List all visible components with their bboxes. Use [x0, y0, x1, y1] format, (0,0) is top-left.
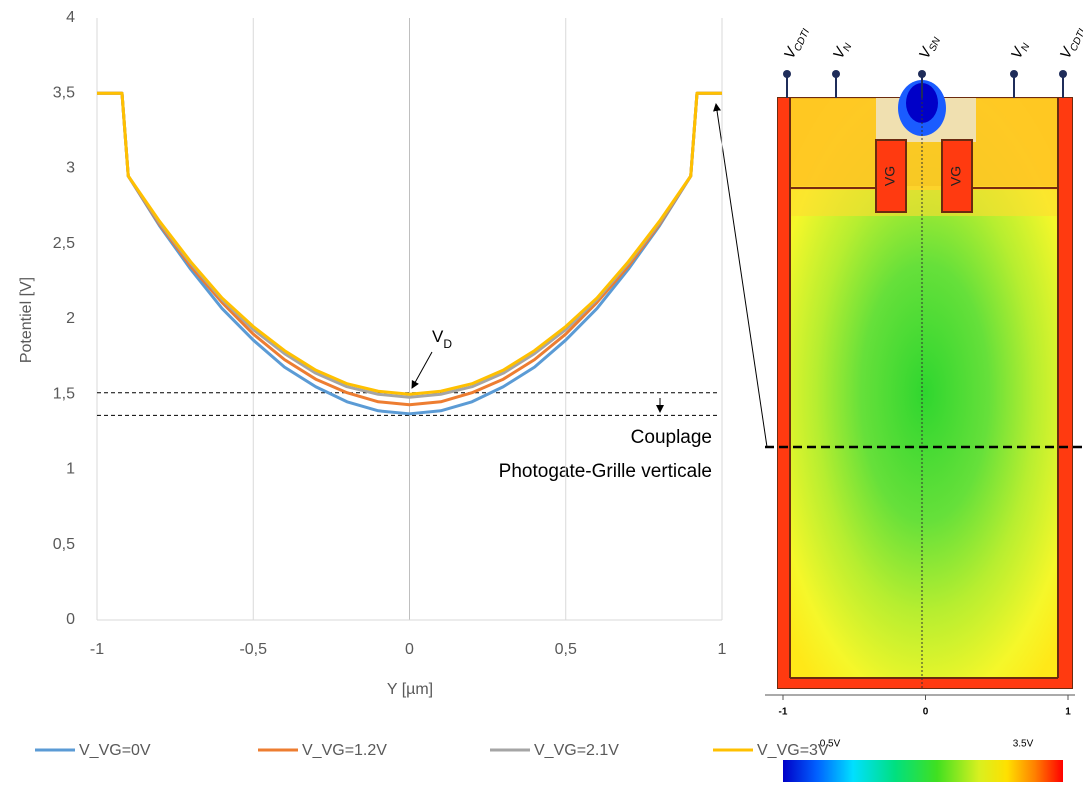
terminal-subscript: SN: [927, 35, 943, 53]
x-tick-label: 1: [718, 641, 727, 658]
annotation-vd: VD: [432, 327, 452, 351]
terminal-label: VN: [830, 38, 855, 62]
terminal-subscript: N: [1019, 41, 1032, 53]
terminal-label: VSN: [916, 32, 943, 62]
y-tick-label: 3,5: [53, 84, 75, 101]
y-tick-label: 4: [66, 9, 75, 26]
legend-label: V_VG=3V: [757, 742, 829, 759]
device-field: [713, 80, 1083, 782]
terminal-dot: [1010, 70, 1018, 78]
annotation-subscript: D: [443, 337, 452, 351]
y-tick-label: 1: [66, 461, 75, 478]
annotation-arrow: [411, 351, 433, 389]
data-line: [97, 91, 722, 396]
x-tick-label: -1: [90, 641, 104, 658]
terminal-subscript: N: [841, 41, 854, 53]
colorbar-min: 0.5V: [820, 739, 841, 750]
x-tick-label: 0: [405, 641, 414, 658]
y-axis-label: Potentiel [V]: [18, 277, 35, 363]
y-tick-label: 1,5: [53, 385, 75, 402]
data-line: [97, 91, 722, 407]
terminal-subscript: CDTI: [1068, 27, 1083, 53]
y-tick-label: 0,5: [53, 536, 75, 553]
terminal-dot: [1059, 70, 1067, 78]
x-axis-label: Y [µm]: [387, 681, 433, 698]
legend-label: V_VG=0V: [79, 742, 151, 759]
annotation-text: Couplage: [631, 427, 712, 448]
colorbar-max: 3.5V: [1013, 739, 1034, 750]
annotation-text: Photogate-Grille verticale: [499, 461, 712, 482]
gate-label: VG: [882, 166, 898, 186]
figure-axis-label: -1: [779, 707, 788, 718]
figure-axis-label: 0: [923, 707, 929, 718]
annotation-text: V: [432, 327, 444, 346]
x-tick-label: -0,5: [239, 641, 267, 658]
legend-label: V_VG=2.1V: [534, 742, 619, 759]
x-tick-label: 0,5: [555, 641, 577, 658]
terminal-dot: [918, 70, 926, 78]
terminal-subscript: CDTI: [792, 27, 812, 53]
figure-axis-label: 1: [1065, 707, 1071, 718]
y-tick-label: 3: [66, 160, 75, 177]
terminal-label: VN: [1008, 38, 1033, 62]
terminal-label: VCDTI: [781, 24, 812, 62]
y-tick-label: 2,5: [53, 235, 75, 252]
terminal-label: VCDTI: [1057, 24, 1083, 62]
legend-label: V_VG=1.2V: [302, 742, 387, 759]
terminal-dot: [832, 70, 840, 78]
terminal-dot: [783, 70, 791, 78]
gate-label: VG: [948, 166, 964, 186]
y-tick-label: 2: [66, 310, 75, 327]
y-tick-label: 0: [66, 611, 75, 628]
